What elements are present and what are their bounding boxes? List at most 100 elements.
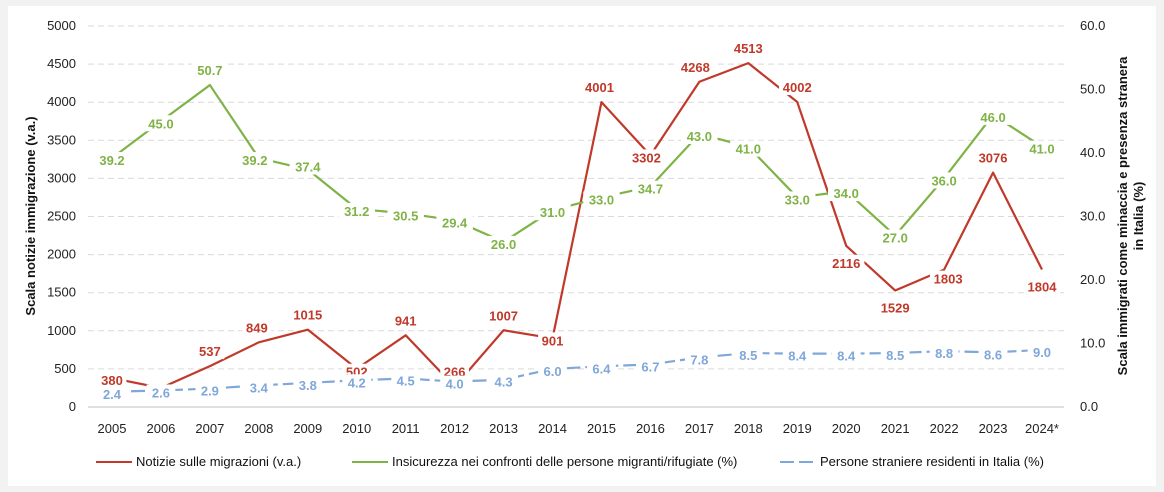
data-label-bg <box>485 307 522 324</box>
data-label: 33.0 <box>589 192 614 207</box>
data-label: 4.5 <box>397 373 415 388</box>
series-line-1 <box>111 62 1043 390</box>
data-label: 6.4 <box>592 361 611 376</box>
x-tick-label: 2006 <box>146 421 175 436</box>
data-label: 45.0 <box>148 116 173 131</box>
data-label: 8.4 <box>837 349 856 364</box>
data-label: 39.2 <box>99 153 124 168</box>
data-label-bg <box>242 319 272 336</box>
data-label: 901 <box>542 333 564 348</box>
data-label-bg <box>636 358 665 375</box>
y-left-tick-label: 3500 <box>47 132 76 147</box>
data-label-bg <box>97 372 127 389</box>
data-label: 6.7 <box>641 359 659 374</box>
y-left-tick-label: 4500 <box>47 56 76 71</box>
x-tick-label: 2014 <box>538 421 567 436</box>
data-label-bg <box>485 235 522 252</box>
data-label-bg <box>876 299 914 316</box>
y-left-tick-label: 4000 <box>47 94 76 109</box>
data-label: 1007 <box>489 308 518 323</box>
data-label: 4002 <box>783 80 812 95</box>
data-label: 41.0 <box>736 142 761 157</box>
data-label-bg <box>391 312 421 329</box>
data-label-bg <box>677 58 714 75</box>
data-label: 33.0 <box>785 192 810 207</box>
x-tick-label: 2013 <box>489 421 518 436</box>
data-label-bg <box>538 362 567 379</box>
data-labels: 3805378491015502941266100790140013302426… <box>93 40 1061 402</box>
y-right-tick-label: 10.0 <box>1080 336 1105 351</box>
x-tick-label: 2015 <box>587 421 616 436</box>
data-label: 4001 <box>585 80 614 95</box>
data-label-bg <box>974 108 1012 125</box>
data-label-bg <box>581 79 618 96</box>
data-label-bg <box>978 346 1008 363</box>
x-tick-label: 2023 <box>979 421 1008 436</box>
data-label: 2.6 <box>152 385 170 400</box>
data-label: 34.0 <box>834 186 859 201</box>
data-label: 50.7 <box>197 63 222 78</box>
data-label: 1015 <box>293 308 322 323</box>
data-label-bg <box>925 172 963 189</box>
data-label: 31.0 <box>540 205 565 220</box>
data-label-bg <box>828 185 865 202</box>
axes: 0 500 1000 1500 2000 2500 3000 3500 4000 4500 5000… <box>47 18 1105 436</box>
data-label: 39.2 <box>242 153 267 168</box>
data-label-bg <box>387 207 424 224</box>
data-label-bg <box>195 382 225 399</box>
x-tick-label: 2007 <box>195 421 224 436</box>
data-label-bg <box>733 347 763 364</box>
x-tick-label: 2019 <box>783 421 812 436</box>
data-label: 8.5 <box>739 348 757 363</box>
data-label-bg <box>489 373 518 390</box>
data-label-bg <box>782 347 812 364</box>
chart-area-background <box>8 6 1156 486</box>
y-left-tick-label: 500 <box>54 361 76 376</box>
data-label: 849 <box>246 320 268 335</box>
x-tick-label: 2008 <box>244 421 273 436</box>
data-label-bg <box>1023 140 1061 157</box>
data-label-bg <box>538 332 567 349</box>
y-right-tick-label: 30.0 <box>1080 209 1105 224</box>
y-right-tick-label: 40.0 <box>1080 145 1105 160</box>
data-label-bg <box>628 149 665 166</box>
y-right-title-line-1: Scala immigrati come minaccia e presenza… <box>1115 56 1130 375</box>
data-label-bg <box>831 347 861 364</box>
data-label-bg <box>342 374 372 391</box>
y-axis-left-title: Scala notizie immigrazione (v.a.) <box>23 116 38 315</box>
data-label: 3076 <box>979 151 1008 166</box>
x-tick-label: 2020 <box>832 421 861 436</box>
data-label-bg <box>142 115 180 132</box>
y-right-tick-label: 20.0 <box>1080 272 1105 287</box>
data-label: 2.4 <box>103 387 122 402</box>
data-label-bg <box>289 158 326 175</box>
x-tick-label: 2017 <box>685 421 714 436</box>
x-tick-label: 2018 <box>734 421 763 436</box>
legend: Notizie sulle migrazioni (v.a.) Insicurez… <box>96 454 1044 469</box>
data-label-bg <box>828 254 865 271</box>
data-label: 4.2 <box>348 375 366 390</box>
x-tick-label: 2021 <box>881 421 910 436</box>
gridlines <box>88 25 1064 370</box>
data-label: 537 <box>199 344 221 359</box>
data-label-bg <box>876 229 914 246</box>
x-tick-label: 2005 <box>98 421 127 436</box>
data-label: 1804 <box>1028 280 1058 295</box>
x-tick-label: 2022 <box>930 421 959 436</box>
legend-label: Persone straniere residenti in Italia (%… <box>820 454 1044 469</box>
y-right-tick-label: 0.0 <box>1080 399 1098 414</box>
y-right-tick-label: 50.0 <box>1080 82 1105 97</box>
data-label: 27.0 <box>883 231 908 246</box>
y-axis-right-title: Scala immigrati come minaccia e presenza… <box>1115 56 1146 375</box>
y-left-tick-label: 1000 <box>47 323 76 338</box>
data-label-bg <box>583 191 620 208</box>
data-label: 37.4 <box>295 160 321 175</box>
data-label: 2.9 <box>201 384 219 399</box>
y-left-tick-label: 3000 <box>47 170 76 185</box>
data-label-bg <box>146 384 176 401</box>
y-left-tick-label: 5000 <box>47 18 76 33</box>
data-label: 941 <box>395 313 417 328</box>
data-label: 4.3 <box>495 375 513 390</box>
